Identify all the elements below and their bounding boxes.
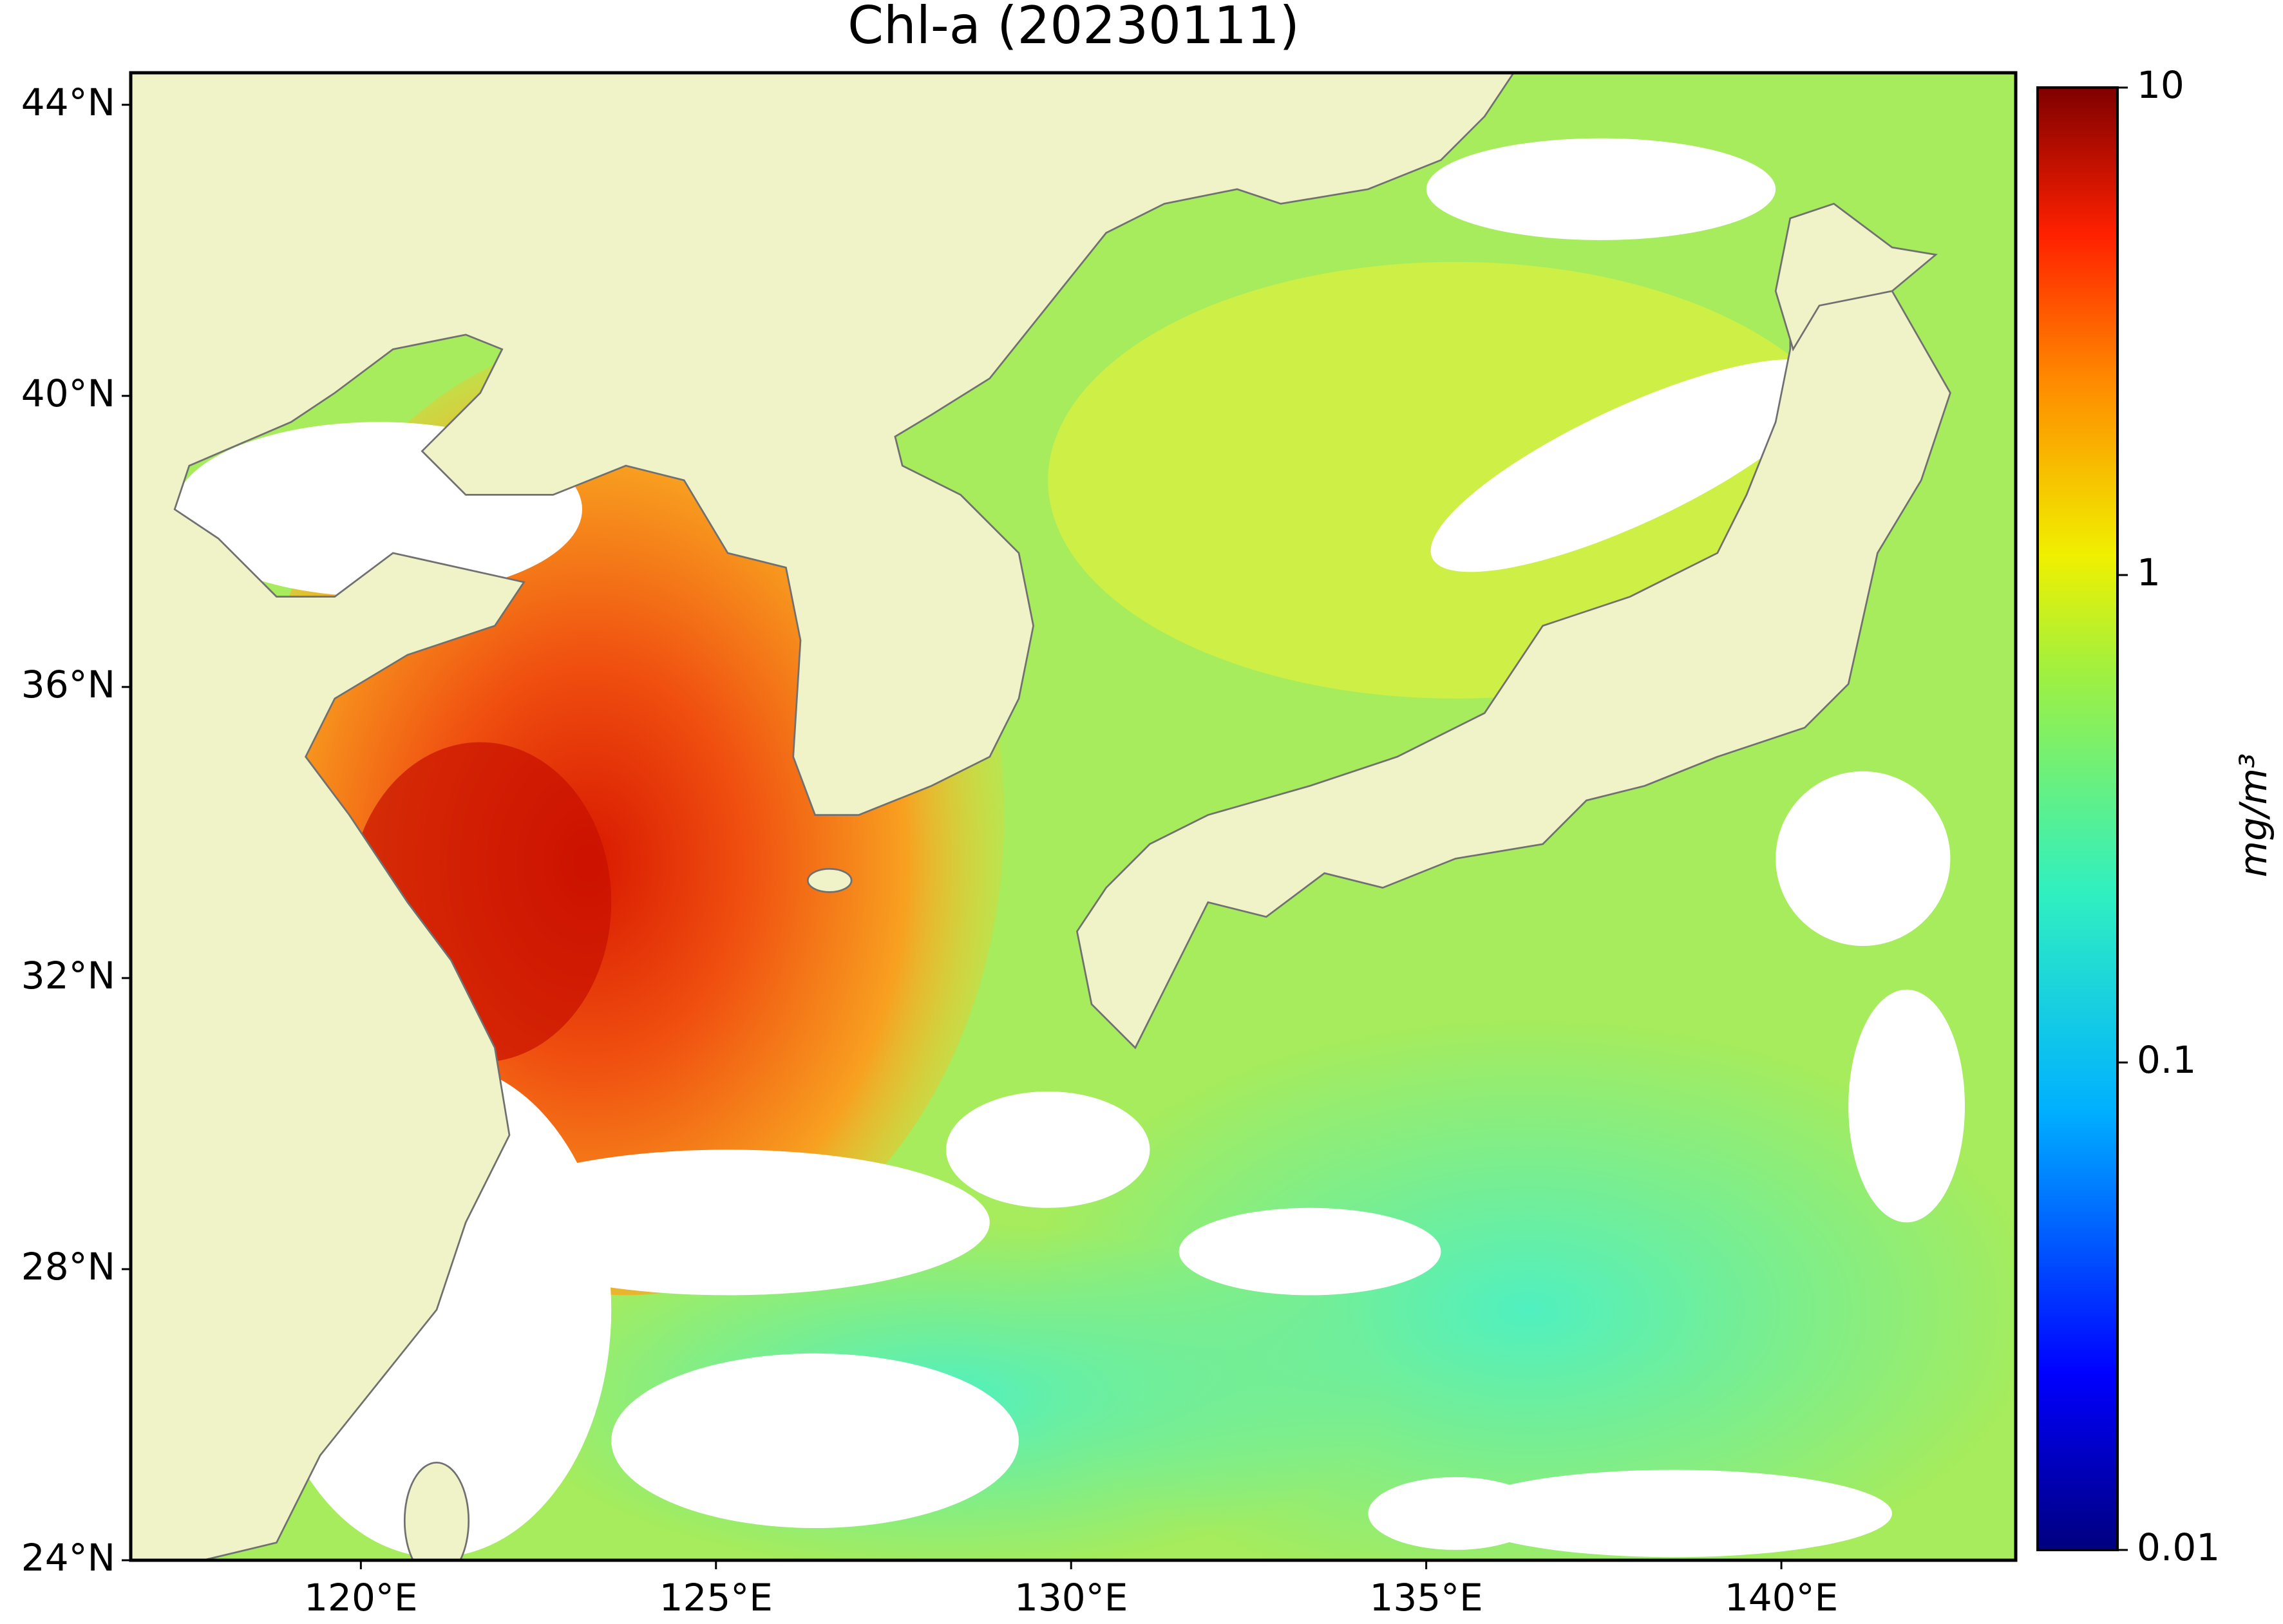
x-tick-label: 130°E bbox=[1014, 1576, 1128, 1619]
colorbar-tick-label: 10 bbox=[2137, 63, 2184, 107]
y-tick-label: 32°N bbox=[21, 954, 115, 997]
y-tick-label: 36°N bbox=[21, 663, 115, 706]
map-imagery bbox=[131, 73, 2016, 1560]
x-tick-label: 125°E bbox=[659, 1576, 773, 1619]
y-tick-label: 24°N bbox=[21, 1536, 115, 1580]
x-tick-label: 120°E bbox=[304, 1576, 417, 1619]
colorbar-tick-label: 1 bbox=[2137, 551, 2161, 594]
map-frame bbox=[129, 71, 2018, 1562]
chart-title: Chl-a (20230111) bbox=[848, 0, 1300, 55]
colorbar-tick-label: 0.1 bbox=[2137, 1038, 2196, 1082]
colorbar bbox=[2036, 86, 2119, 1551]
x-tick-label: 135°E bbox=[1369, 1576, 1483, 1619]
x-tick-label: 140°E bbox=[1725, 1576, 1838, 1619]
y-tick-label: 44°N bbox=[21, 80, 115, 124]
colorbar-label: mg/m³ bbox=[2231, 753, 2275, 878]
y-tick-label: 28°N bbox=[21, 1245, 115, 1289]
y-tick-label: 40°N bbox=[21, 372, 115, 415]
colorbar-tick-label: 0.01 bbox=[2137, 1525, 2220, 1569]
